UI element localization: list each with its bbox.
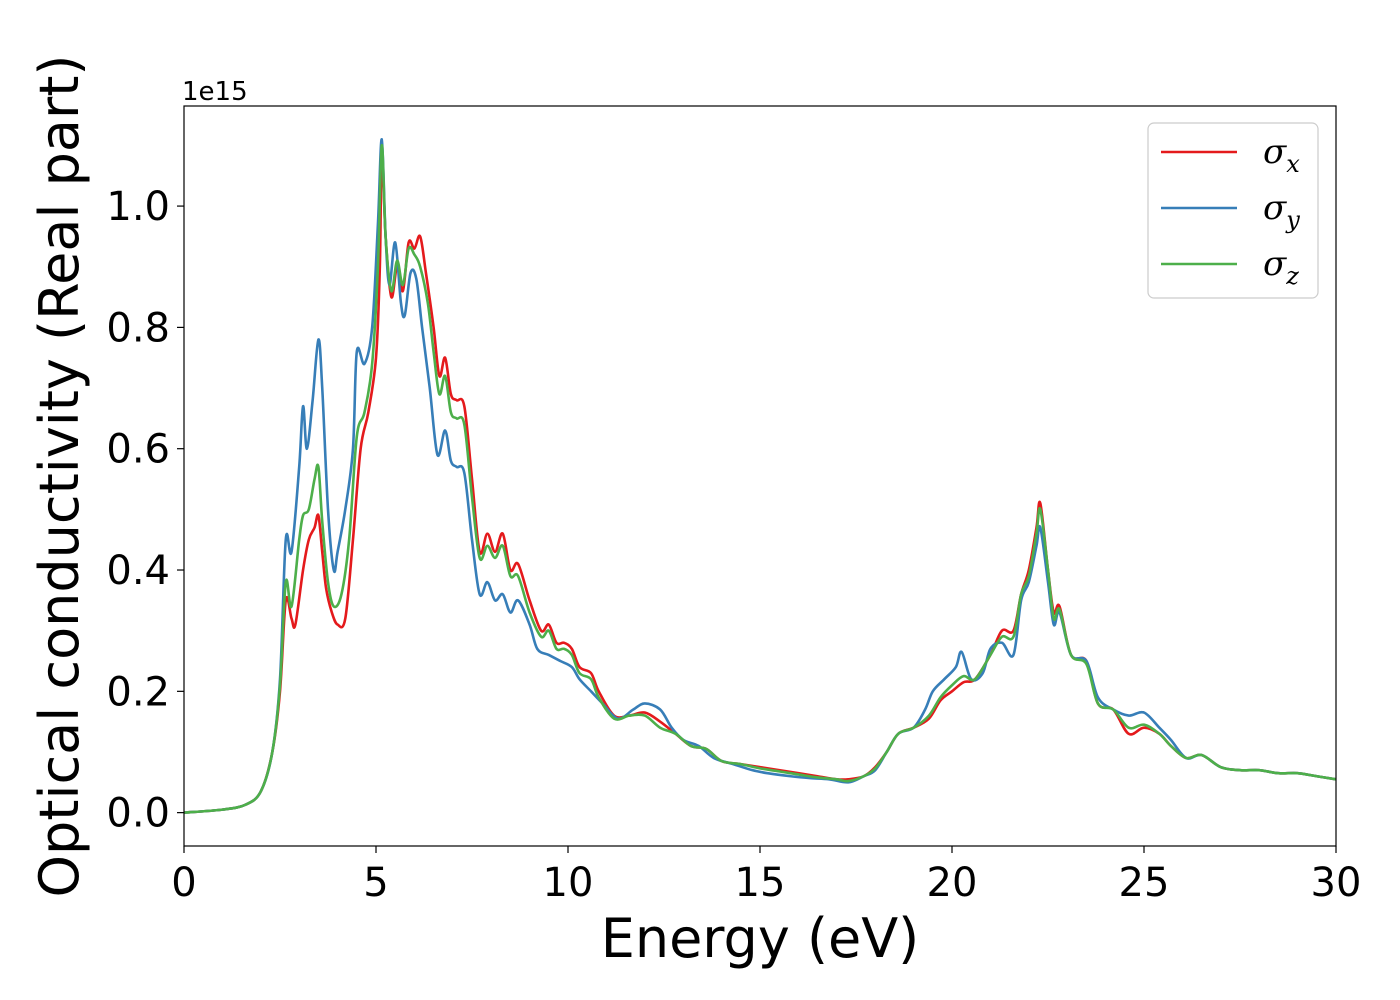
series-line-sigma-x <box>184 150 1336 814</box>
x-tick-label: 5 <box>363 860 388 906</box>
series-line-sigma-z <box>184 144 1336 814</box>
y-offset-label: 1e15 <box>182 77 248 107</box>
x-tick-label: 30 <box>1311 860 1362 906</box>
y-tick-label: 0.4 <box>106 548 170 594</box>
x-tick-label: 10 <box>543 860 594 906</box>
plot-area <box>184 106 1336 846</box>
x-tick-label: 20 <box>927 860 978 906</box>
y-tick-label: 0.0 <box>106 791 170 837</box>
y-tick-label: 1.0 <box>106 184 170 230</box>
x-tick-label: 0 <box>171 860 196 906</box>
y-axis: 0.0 0.2 0.4 0.6 0.8 1.0 <box>106 184 184 837</box>
x-axis: 0 5 10 15 20 25 30 <box>171 846 1361 906</box>
x-tick-label: 15 <box>735 860 786 906</box>
x-tick-label: 25 <box>1119 860 1170 906</box>
y-tick-label: 0.8 <box>106 305 170 351</box>
y-axis-title: Optical conductivity (Real part) <box>28 55 91 898</box>
legend-frame <box>1147 122 1319 299</box>
y-tick-label: 0.6 <box>106 427 170 473</box>
series-layer <box>184 138 1336 814</box>
x-axis-title: Energy (eV) <box>601 907 920 970</box>
y-tick-label: 0.2 <box>106 669 170 715</box>
